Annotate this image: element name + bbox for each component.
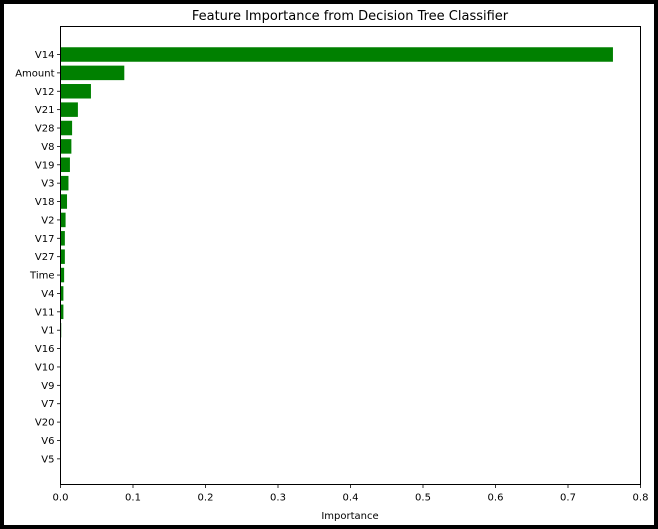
y-tick-label: V3	[41, 179, 54, 190]
x-tick-label: 0.5	[415, 493, 431, 504]
x-axis-label: Importance	[321, 511, 378, 522]
y-tick-label: V11	[35, 307, 55, 318]
y-tick-label: V14	[35, 50, 55, 61]
bar-v17	[60, 231, 65, 246]
y-tick-label: V6	[41, 436, 54, 447]
y-tick-label: V2	[41, 215, 54, 226]
x-tick-label: 0.4	[343, 493, 359, 504]
bar-v2	[60, 212, 66, 228]
y-tick-label: V4	[41, 289, 54, 300]
y-tick-label: V16	[35, 344, 55, 355]
y-tick-label: V21	[35, 105, 55, 116]
bar-v11	[60, 304, 64, 320]
x-tick-label: 0.8	[633, 493, 649, 504]
y-tick-label: V27	[35, 252, 55, 263]
bar-v8	[60, 139, 72, 154]
bar-v14	[60, 47, 613, 62]
x-tick-label: 0.7	[560, 493, 576, 504]
bar-v19	[60, 157, 70, 173]
y-tick-label: V10	[35, 362, 55, 373]
y-tick-label: V12	[35, 87, 55, 98]
bar-chart: Feature Importance from Decision Tree Cl…	[15, 9, 649, 522]
y-tick-label: V7	[41, 399, 54, 410]
bar-v27	[60, 249, 65, 264]
y-tick-label: V9	[41, 381, 54, 392]
bar-amount	[60, 65, 125, 81]
y-tick-label: V18	[35, 197, 55, 208]
plot-frame	[60, 26, 641, 485]
y-tick-label: V5	[41, 454, 54, 465]
x-tick-label: 0.6	[488, 493, 504, 504]
y-tick-label: V28	[35, 124, 55, 135]
bar-v4	[60, 286, 64, 301]
y-tick-label: V1	[41, 326, 54, 337]
bars-group	[60, 47, 613, 467]
chart-figure: Feature Importance from Decision Tree Cl…	[4, 4, 654, 525]
bar-v3	[60, 175, 69, 191]
x-tick-label: 0.0	[53, 493, 69, 504]
y-tick-label: V20	[35, 418, 55, 429]
chart-title: Feature Importance from Decision Tree Cl…	[192, 9, 509, 24]
x-tick-label: 0.1	[125, 493, 141, 504]
y-axis-ticks: V14 Amount V12 V21 V28 V8 V19 V3 V18 V2 V17 V27 Time…	[15, 50, 61, 465]
bar-time	[60, 267, 65, 283]
bar-v12	[60, 84, 91, 99]
bar-v28	[60, 120, 73, 136]
x-tick-label: 0.2	[198, 493, 214, 504]
y-tick-label: V8	[41, 142, 54, 153]
y-tick-label: V19	[35, 160, 55, 171]
y-tick-label: Amount	[15, 68, 54, 79]
bar-v21	[60, 102, 78, 117]
x-tick-label: 0.3	[270, 493, 286, 504]
x-axis-ticks: 0.0 0.1 0.2 0.3 0.4 0.5 0.6 0.7 0.8	[53, 484, 649, 504]
y-tick-label: Time	[29, 271, 54, 282]
bar-v18	[60, 194, 68, 209]
y-tick-label: V17	[35, 234, 55, 245]
